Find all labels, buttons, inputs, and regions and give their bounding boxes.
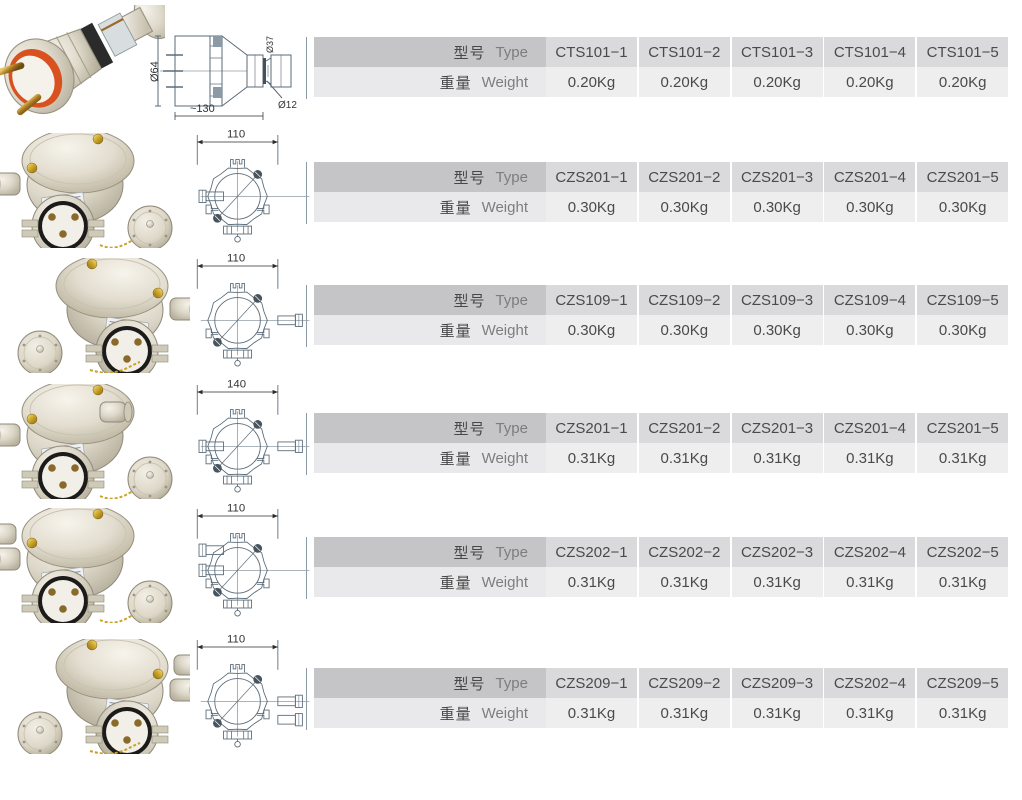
svg-text:Ø37: Ø37 [265, 36, 275, 53]
svg-text:110: 110 [227, 253, 245, 265]
svg-text:110: 110 [227, 503, 245, 515]
svg-text:110: 110 [227, 634, 245, 646]
svg-text:110: 110 [227, 129, 245, 141]
svg-text:Ø64: Ø64 [150, 61, 161, 82]
svg-text:140: 140 [227, 379, 246, 391]
svg-text:Ø12: Ø12 [278, 100, 297, 111]
svg-text:~130: ~130 [190, 103, 215, 115]
